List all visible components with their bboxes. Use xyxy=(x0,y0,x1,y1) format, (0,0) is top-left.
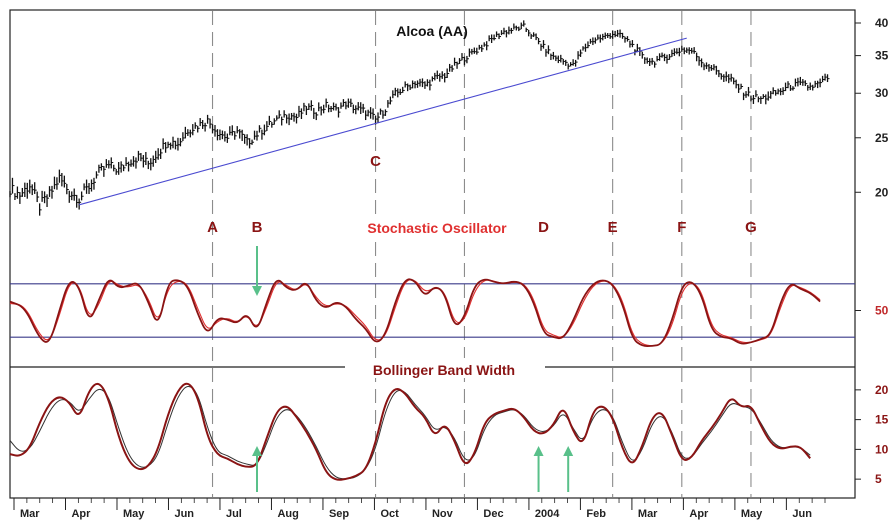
stochastic-reference-lines xyxy=(10,283,855,338)
signal-arrow-head xyxy=(251,286,262,296)
bbw-tick-label: 10 xyxy=(875,442,889,456)
month-label: Apr xyxy=(71,508,91,520)
signal-label: B xyxy=(252,219,263,236)
signal-arrows xyxy=(251,246,574,492)
signal-divider-lines xyxy=(211,11,752,497)
month-label: May xyxy=(741,508,763,520)
signal-label: E xyxy=(608,219,618,236)
price-tick-label: 20 xyxy=(875,185,889,199)
bollinger-band-width-panel xyxy=(9,382,811,481)
signal-labels: A B D E F G C xyxy=(207,153,757,236)
month-label: Oct xyxy=(380,508,399,520)
bbw-width-line xyxy=(9,382,811,481)
bbw-tick-label: 15 xyxy=(875,413,889,427)
month-label: Jun xyxy=(792,508,812,520)
plot-frame xyxy=(9,9,856,499)
bbw-tick-label: 5 xyxy=(875,472,882,486)
signal-arrow-head xyxy=(563,446,574,456)
month-label: Dec xyxy=(483,508,503,520)
month-label: Nov xyxy=(432,508,454,520)
price-tick-label: 25 xyxy=(875,131,889,145)
stochastic-panel xyxy=(9,278,821,348)
price-title: Alcoa (AA) xyxy=(396,23,468,39)
month-label: Feb xyxy=(586,508,606,520)
price-panel xyxy=(9,20,830,216)
month-label: 2004 xyxy=(535,508,560,520)
signal-label: D xyxy=(538,219,549,236)
pivot-label: C xyxy=(370,153,381,170)
stochastic-tick-label: 50 xyxy=(875,304,889,318)
month-label: Mar xyxy=(20,508,40,520)
price-tick-label: 35 xyxy=(875,49,889,63)
price-tick-label: 40 xyxy=(875,16,889,30)
month-label: Jul xyxy=(226,508,242,520)
bbw-title-bg xyxy=(345,358,545,378)
month-label: Aug xyxy=(277,508,298,520)
signal-label: F xyxy=(677,219,686,236)
price-tick-label: 30 xyxy=(875,86,889,100)
month-label: Mar xyxy=(638,508,658,520)
signal-arrow-head xyxy=(251,446,262,456)
bbw-tick-label: 20 xyxy=(875,383,889,397)
month-label: Apr xyxy=(689,508,709,520)
stochastic-title-bg xyxy=(345,218,530,238)
month-axis: Mar Apr May Jun Jul Aug Sep Oct Nov Dec 2004 Feb Mar… xyxy=(13,498,826,520)
signal-label: A xyxy=(207,219,218,236)
stochastic-fast-line xyxy=(9,278,821,348)
support-trendline xyxy=(79,37,687,206)
month-label: Sep xyxy=(329,508,349,520)
stochastic-title: Stochastic Oscillator xyxy=(367,220,507,236)
month-label: Jun xyxy=(174,508,194,520)
signal-arrow-head xyxy=(533,446,544,456)
month-label: May xyxy=(123,508,145,520)
signal-label: G xyxy=(745,219,757,236)
bbw-title: Bollinger Band Width xyxy=(373,362,515,378)
right-y-axis: 20 25 30 35 40 50 5 10 15 20 xyxy=(855,16,889,486)
